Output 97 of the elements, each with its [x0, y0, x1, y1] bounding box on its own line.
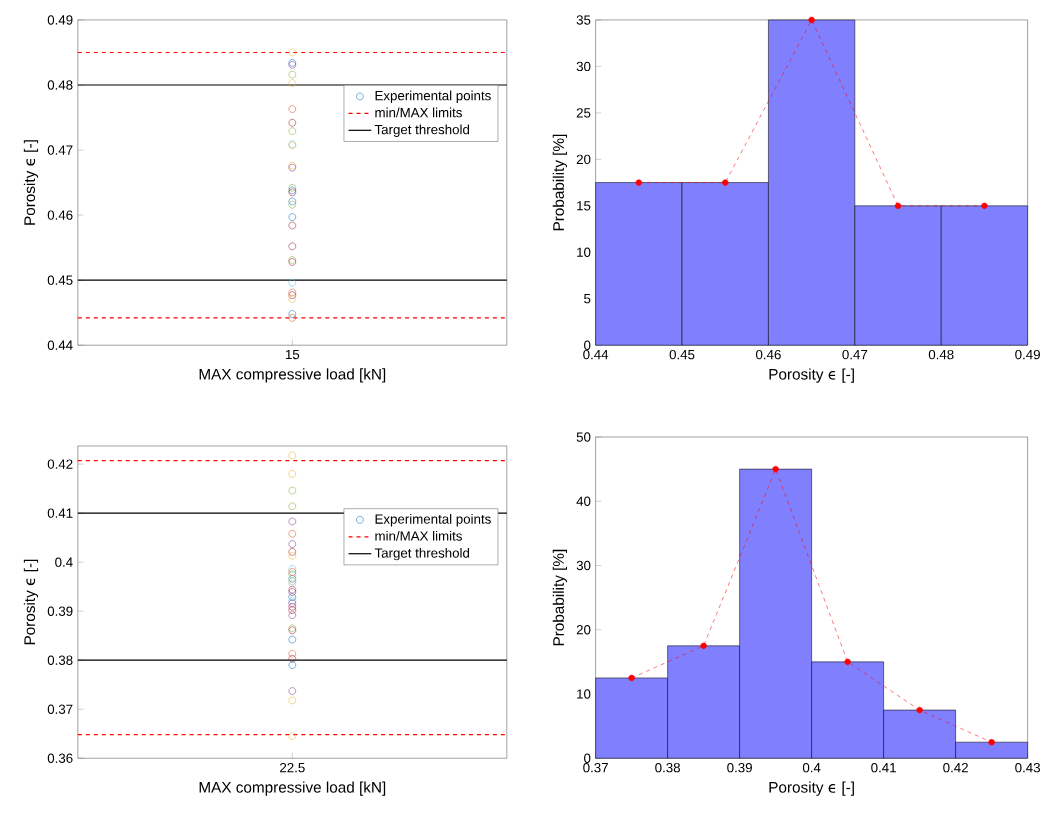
y-tick-label: 40: [576, 496, 591, 506]
y-tick-label: 25: [576, 108, 591, 118]
y-tick-label: 0.4: [55, 557, 73, 567]
x-tick-label: 15: [285, 349, 300, 360]
y-tick-label: 0.49: [47, 15, 73, 25]
x-tick-label: 0.39: [727, 762, 752, 773]
point: [288, 540, 297, 548]
point: [916, 706, 923, 714]
y-tick-label: 30: [576, 560, 591, 571]
x-axis-title: Porosity ϵ [-]: [769, 781, 854, 796]
point: [288, 696, 297, 705]
y-tick-label: 20: [576, 154, 591, 164]
point: [288, 79, 297, 87]
point: [288, 105, 297, 113]
y-tick-label: 0.45: [47, 275, 73, 285]
point: [288, 221, 297, 230]
legend-label: min/MAX limits: [375, 107, 462, 118]
x-tick-label: 0.4: [802, 762, 821, 773]
point: [808, 16, 815, 24]
y-tick-label: 30: [576, 61, 591, 72]
point: [288, 529, 297, 538]
point: [288, 70, 297, 79]
y-tick-label: 0.48: [47, 80, 73, 90]
legend-label: Experimental points: [375, 513, 491, 527]
point: [988, 738, 995, 746]
point: [288, 502, 297, 510]
point: [288, 310, 297, 318]
point: [288, 687, 297, 695]
y-tick-label: 0.37: [47, 704, 73, 714]
point: [288, 650, 297, 658]
point: [288, 451, 297, 459]
x-axis-title: Porosity ϵ [-]: [769, 368, 854, 383]
y-axis-title: Probability [%]: [552, 549, 567, 646]
legend-label: Target threshold: [374, 547, 470, 561]
point: [288, 278, 297, 287]
y-tick-label: 0.46: [47, 210, 73, 220]
point: [894, 202, 902, 209]
y-tick-label: 0.36: [47, 753, 73, 763]
point: [288, 242, 297, 251]
point: [288, 548, 297, 556]
x-tick-label: 0.38: [655, 762, 680, 773]
y-axis-title: Porosity ϵ [-]: [23, 559, 39, 645]
point: [288, 552, 297, 560]
point: [288, 118, 297, 127]
y-axis-title: Probability [%]: [552, 134, 567, 231]
y-axis-title: Porosity ϵ [-]: [23, 140, 39, 225]
y-tick-label: 0: [584, 753, 591, 763]
legend-label: Experimental points: [375, 90, 491, 103]
x-axis-title: MAX compressive load [kN]: [199, 368, 386, 383]
point: [844, 658, 851, 666]
point: [700, 642, 707, 649]
point: [288, 486, 297, 495]
legend-label: min/MAX limits: [375, 530, 462, 541]
y-tick-label: 0.47: [47, 145, 73, 155]
point: [628, 674, 635, 682]
x-tick-label: 22.5: [280, 762, 305, 773]
y-tick-label: 0.44: [47, 340, 73, 350]
y-tick-label: 10: [577, 689, 591, 699]
point: [288, 611, 297, 619]
y-tick-label: 10: [577, 247, 591, 257]
y-tick-label: 20: [576, 625, 591, 635]
point: [772, 465, 779, 473]
point: [288, 127, 297, 135]
point: [288, 295, 297, 303]
y-tick-label: 0.42: [47, 459, 73, 469]
x-tick-label: 0.46: [756, 349, 781, 360]
x-tick-label: 0.45: [669, 349, 695, 360]
point: [288, 654, 297, 663]
x-tick-label: 0.49: [1015, 349, 1040, 360]
point: [722, 179, 729, 186]
point: [288, 470, 297, 478]
point: [288, 48, 297, 57]
y-tick-label: 50: [576, 432, 591, 442]
y-tick-label: 5: [584, 294, 591, 304]
y-tick-label: 0: [584, 340, 591, 350]
point: [635, 179, 643, 186]
point: [288, 661, 297, 669]
point: [288, 213, 297, 221]
y-tick-label: 15: [577, 201, 591, 211]
y-tick-label: 0.38: [47, 655, 73, 665]
y-tick-label: 35: [576, 15, 591, 25]
y-tick-label: 0.41: [47, 508, 73, 518]
point: [288, 517, 297, 526]
y-tick-label: 0.39: [47, 606, 73, 616]
x-tick-label: 0.47: [842, 349, 868, 360]
x-tick-label: 0.42: [943, 762, 968, 773]
legend-label: Target threshold: [374, 124, 470, 137]
point: [288, 732, 297, 740]
point: [288, 314, 297, 322]
point: [288, 635, 297, 644]
x-tick-label: 0.48: [928, 349, 954, 360]
point: [288, 602, 297, 611]
x-tick-label: 0.43: [1015, 762, 1040, 773]
x-tick-label: 0.41: [871, 762, 896, 773]
point: [981, 202, 988, 209]
point: [288, 593, 297, 601]
x-axis-title: MAX compressive load [kN]: [199, 781, 386, 796]
